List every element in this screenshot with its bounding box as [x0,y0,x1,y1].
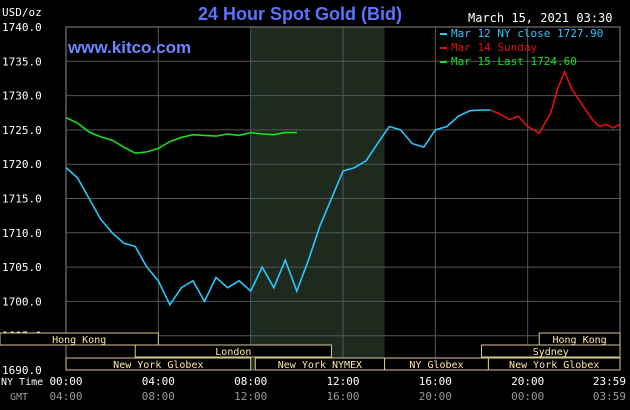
series-line-1 [490,69,621,135]
x-tick-label-gmt: 00:00 [511,390,544,403]
x-tick-label-gmt: 03:59 [593,390,626,403]
x-axis-label-gmt: GMT [10,392,28,403]
timestamp: March 15, 2021 03:30 [468,11,613,25]
chart-title: 24 Hour Spot Gold (Bid) [198,4,402,24]
y-tick-label: 1720.0 [2,158,42,171]
session-bar [487,357,621,371]
x-tick-label-ny: 00:00 [49,375,82,388]
session-bar-label: New York Globex [113,360,203,371]
series-line-2 [65,116,297,155]
session-bar-label: Hong Kong [52,335,106,346]
session-bar-label: Sydney [533,347,569,358]
session-bar [481,344,621,358]
x-tick-label-ny: 23:59 [593,375,626,388]
x-tick-label-gmt: 04:00 [49,390,82,403]
session-bar [65,357,252,371]
y-tick-label: 1700.0 [2,295,42,308]
session-bar-label: Hong Kong [553,335,607,346]
x-tick-label-ny: 20:00 [511,375,544,388]
y-tick-label: 1725.0 [2,124,42,137]
x-tick-label-gmt: 16:00 [326,390,359,403]
legend: Mar 12 NY close 1727.90 Mar 14 Sunday Ma… [440,27,603,69]
site-watermark: www.kitco.com [68,38,192,57]
x-tick-label-gmt: 12:00 [234,390,267,403]
legend-item-sunday: Mar 14 Sunday [440,41,603,55]
x-tick-label-ny: 08:00 [234,375,267,388]
x-tick-label-gmt: 08:00 [142,390,175,403]
x-tick-label-ny: 16:00 [419,375,452,388]
session-bar-label: NY Globex [409,360,463,371]
y-tick-label: 1690.0 [2,364,42,377]
y-tick-label: 1715.0 [2,193,42,206]
unit-label: USD/oz [2,6,42,19]
x-axis-label-ny: NY Time [1,377,43,388]
x-tick-label-ny: 04:00 [142,375,175,388]
y-tick-label: 1710.0 [2,227,42,240]
y-tick-label: 1735.0 [2,55,42,68]
x-tick-label-gmt: 20:00 [419,390,452,403]
session-bar-label: New York Globex [509,360,599,371]
y-tick-label: 1705.0 [2,261,42,274]
session-bar [134,344,332,358]
y-tick-label: 1740.0 [2,21,42,34]
session-bar-label: New York NYMEX [278,360,362,371]
session-bar [0,332,159,346]
session-bar-label: London [215,347,251,358]
x-tick-label-ny: 12:00 [326,375,359,388]
legend-item-last: Mar 15 Last 1724.60 [440,55,603,69]
legend-item-ny-close: Mar 12 NY close 1727.90 [440,27,603,41]
series-line-0 [65,109,491,307]
y-tick-label: 1730.0 [2,90,42,103]
